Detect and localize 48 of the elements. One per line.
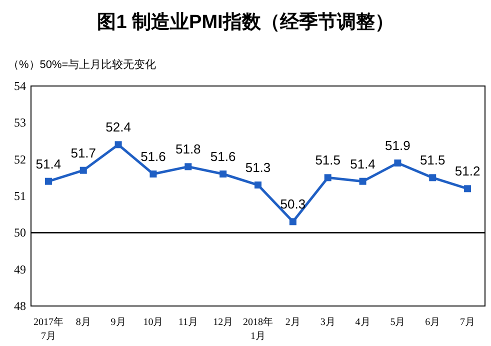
point	[289, 218, 296, 226]
x-tick-label: 5月	[390, 317, 406, 328]
x-tick-label: 12月	[213, 317, 234, 328]
point	[114, 141, 122, 148]
data-label: 51.4	[36, 156, 62, 172]
data-label: 51.6	[140, 149, 166, 164]
x-tick-label: 6月	[425, 317, 440, 328]
y-tick-label: 52	[14, 152, 26, 166]
y-tick-label: 49	[14, 262, 26, 276]
x-tick-label: 10月	[143, 317, 164, 328]
data-label: 51.9	[385, 138, 410, 153]
x-tick-label: 2018年 1月	[243, 316, 273, 342]
point	[44, 178, 52, 185]
data-label: 50.3	[280, 196, 306, 212]
data-label: 51.8	[176, 142, 201, 157]
y-tick-label: 48	[14, 299, 26, 313]
data-label: 51.4	[350, 156, 376, 172]
point	[80, 166, 87, 174]
x-tick-label: 7月	[460, 317, 476, 328]
data-label: 52.4	[106, 120, 131, 135]
data-label: 51.5	[420, 152, 446, 168]
point	[220, 170, 227, 178]
point	[429, 174, 436, 182]
point	[150, 170, 157, 178]
data-label: 51.5	[315, 152, 340, 168]
point	[254, 182, 262, 188]
x-tick-label: 11月	[178, 317, 198, 328]
x-tick-label: 3月	[320, 317, 336, 328]
y-tick-label: 54	[14, 79, 26, 93]
y-tick-label: 53	[14, 116, 26, 130]
x-tick-label: 2月	[285, 317, 300, 328]
data-label: 51.2	[454, 164, 480, 179]
point	[184, 163, 192, 170]
x-tick-label: 2017年 7月	[33, 316, 64, 342]
point	[359, 178, 366, 185]
point	[464, 185, 472, 192]
y-axis-title: （%）50%=与上月比较无变化	[8, 58, 156, 71]
data-label: 51.7	[70, 145, 96, 160]
x-tick-label: 9月	[110, 317, 126, 328]
x-tick-label: 4月	[355, 317, 370, 328]
point	[324, 174, 332, 182]
x-tick-label: 8月	[76, 317, 91, 328]
data-label: 51.6	[210, 149, 236, 164]
y-tick-label: 50	[14, 226, 26, 240]
y-tick-label: 51	[14, 189, 26, 203]
data-label: 51.3	[245, 160, 271, 175]
chart-title: 图1 制造业PMI指数（经季节调整）	[97, 11, 394, 33]
point	[394, 160, 402, 166]
